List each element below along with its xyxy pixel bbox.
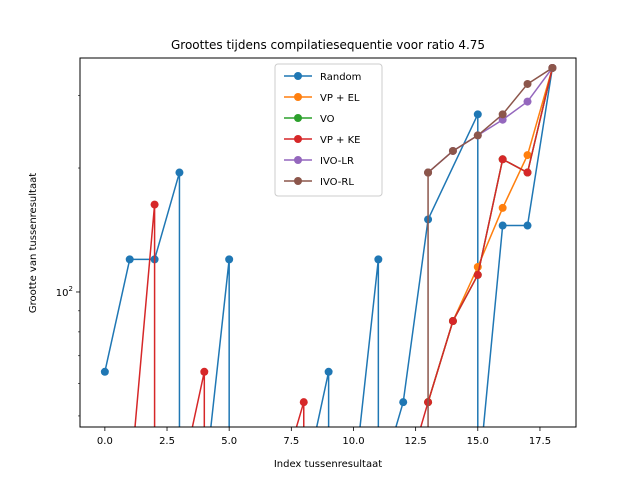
data-point [100, 367, 109, 376]
data-point [399, 398, 408, 407]
legend-entry: VO [284, 114, 335, 125]
data-point [225, 255, 234, 264]
legend-label: VO [320, 114, 335, 125]
data-point [523, 221, 532, 230]
plot-area [100, 63, 557, 427]
data-point [498, 203, 507, 212]
legend-swatch-marker [294, 135, 302, 143]
x-tick-label: 15.0 [467, 436, 489, 447]
data-point [498, 155, 507, 164]
legend-label: IVO-LR [320, 156, 354, 167]
legend-swatch-marker [294, 156, 302, 164]
legend-entry: IVO-RL [284, 177, 354, 188]
data-point [374, 255, 383, 264]
data-point [473, 270, 482, 279]
x-tick-label: 2.5 [159, 436, 175, 447]
y-tick-label: 102 [56, 285, 73, 299]
x-tick-label: 12.5 [405, 436, 427, 447]
data-point [324, 367, 333, 376]
data-point [125, 255, 134, 264]
data-point [548, 63, 557, 72]
chart-title: Groottes tijdens compilatiesequentie voo… [171, 38, 485, 52]
legend-entry: VP + KE [284, 135, 360, 146]
legend-entry: VP + EL [284, 93, 360, 104]
legend-label: VP + KE [320, 135, 360, 146]
legend-swatch-marker [294, 177, 302, 185]
plot-frame [79, 57, 577, 428]
data-point [299, 398, 308, 407]
data-point [448, 317, 457, 326]
data-point [473, 131, 482, 140]
x-tick-label: 7.5 [283, 436, 299, 447]
x-tick-label: 0.0 [97, 436, 113, 447]
legend-label: Random [320, 72, 361, 83]
x-tick-label: 10.0 [342, 436, 364, 447]
legend-entry: Random [284, 72, 361, 83]
x-tick-label: 5.0 [221, 436, 237, 447]
data-point [175, 168, 184, 177]
data-point [523, 97, 532, 106]
data-point [523, 151, 532, 160]
data-point [498, 110, 507, 119]
x-tick-label: 17.5 [529, 436, 551, 447]
legend: Random VP + EL VO VP + KE IVO-LR IVO-RL [274, 63, 383, 197]
series-5 [424, 63, 557, 427]
data-point [523, 79, 532, 88]
x-axis-label: Index tussenresultaat [274, 459, 382, 470]
legend-swatch-marker [294, 93, 302, 101]
legend-swatch-marker [294, 114, 302, 122]
data-point [448, 146, 457, 155]
legend-swatch-marker [294, 72, 302, 80]
axes: 0.0 2.5 5.0 7.5 10.0 12.5 15.0 17.5 102 [56, 95, 551, 447]
data-point [523, 168, 532, 177]
data-point [150, 200, 159, 209]
data-point [424, 168, 433, 177]
data-point [498, 221, 507, 230]
series-line [427, 67, 553, 427]
series-3 [134, 63, 557, 427]
data-point [200, 367, 209, 376]
data-point [473, 110, 482, 119]
legend-label: VP + EL [320, 93, 360, 104]
y-axis-label: Grootte van tussenresultaat [28, 173, 39, 313]
legend-label: IVO-RL [320, 177, 354, 188]
legend-entry: IVO-LR [284, 156, 354, 167]
series-line [134, 67, 554, 427]
